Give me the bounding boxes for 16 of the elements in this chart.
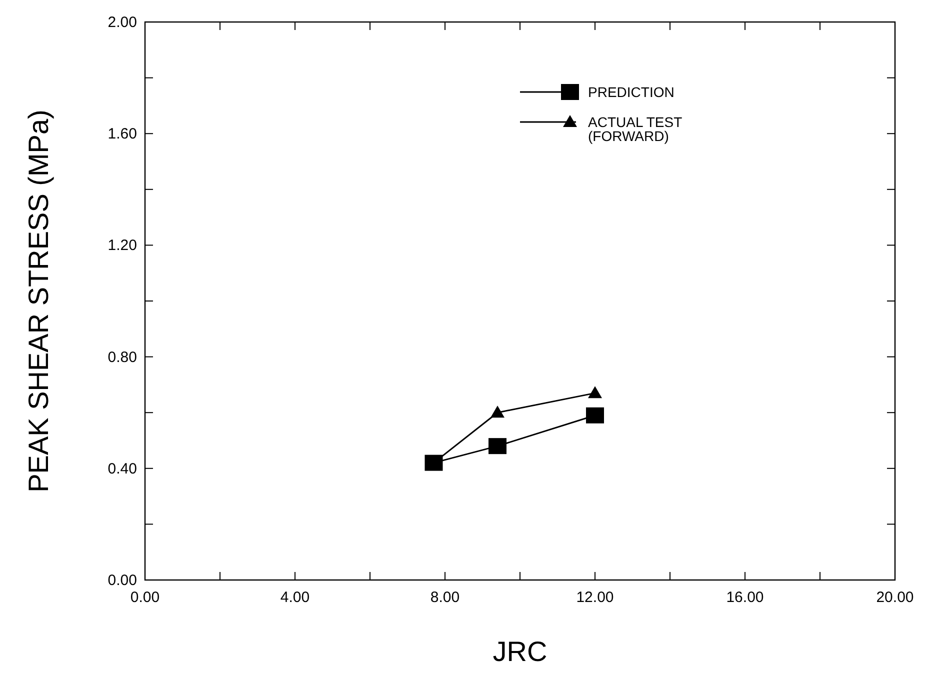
x-tick-label: 12.00 xyxy=(576,589,614,606)
x-tick-label: 0.00 xyxy=(130,589,160,606)
x-tick-label: 8.00 xyxy=(430,589,460,606)
legend-label: ACTUAL TEST (FORWARD) xyxy=(588,114,683,144)
y-tick-label: 1.20 xyxy=(108,237,137,254)
y-tick-label: 0.80 xyxy=(108,348,137,366)
y-tick-label: 0.00 xyxy=(108,572,137,589)
x-tick-label: 16.00 xyxy=(726,589,764,606)
x-tick-label: 4.00 xyxy=(280,589,310,606)
y-tick-label: 2.00 xyxy=(108,14,137,31)
x-axis-title: JRC xyxy=(492,636,548,667)
y-tick-label: 1.60 xyxy=(108,126,137,143)
y-tick-label: 0.40 xyxy=(108,460,137,478)
legend-label: PREDICTION xyxy=(588,84,674,100)
y-axis-title: PEAK SHEAR STRESS (MPa) xyxy=(23,110,54,492)
x-tick-label: 20.00 xyxy=(876,589,914,606)
